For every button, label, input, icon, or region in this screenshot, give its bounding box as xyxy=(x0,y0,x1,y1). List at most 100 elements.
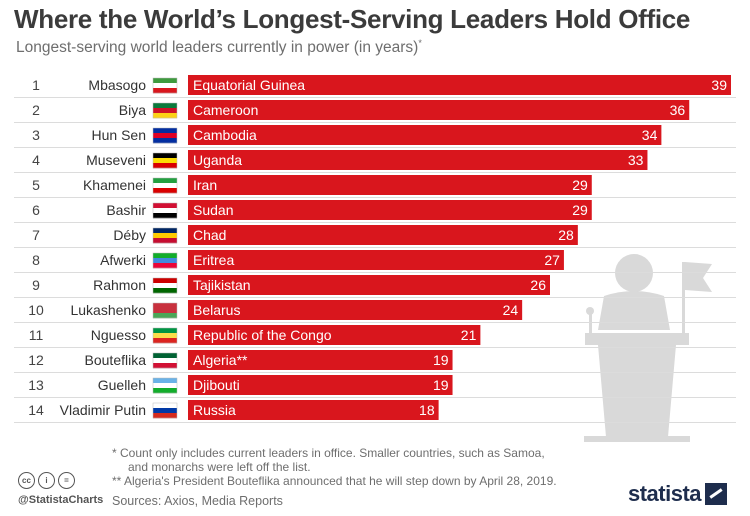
flag-stripe xyxy=(153,358,177,364)
flag-stripe xyxy=(153,138,177,144)
leader-label: Nguesso xyxy=(91,327,146,343)
value-label: 19 xyxy=(433,352,449,368)
rank-label: 5 xyxy=(32,177,40,193)
bar xyxy=(188,275,550,295)
leader-label: Vladimir Putin xyxy=(60,402,146,418)
bar xyxy=(188,100,690,120)
leader-label: Biya xyxy=(119,102,146,118)
flag-icon xyxy=(152,377,178,394)
by-icon[interactable]: i xyxy=(38,472,55,489)
value-label: 28 xyxy=(558,227,574,243)
flag-stripe xyxy=(153,133,177,139)
bar xyxy=(188,75,731,95)
country-label: Tajikistan xyxy=(193,277,251,293)
flag-stripe xyxy=(153,178,177,184)
license-icons: cc i = xyxy=(18,472,75,489)
value-label: 29 xyxy=(572,202,588,218)
country-label: Cameroon xyxy=(193,102,258,118)
flag-icon xyxy=(152,177,178,194)
rank-label: 14 xyxy=(28,402,44,418)
leader-label: Mbasogo xyxy=(88,77,146,93)
flag-icon xyxy=(152,402,178,419)
logo-mark-icon xyxy=(705,483,728,505)
rank-label: 12 xyxy=(28,352,44,368)
country-label: Sudan xyxy=(193,202,233,218)
flag-stripe xyxy=(153,303,177,309)
country-label: Uganda xyxy=(193,152,242,168)
value-label: 21 xyxy=(461,327,477,343)
flag-stripe xyxy=(153,313,177,319)
flag-stripe xyxy=(153,278,177,284)
country-label: Cambodia xyxy=(193,127,257,143)
value-label: 19 xyxy=(433,377,449,393)
leader-label: Déby xyxy=(113,227,146,243)
bar xyxy=(188,250,564,270)
country-label: Eritrea xyxy=(193,252,234,268)
country-label: Algeria** xyxy=(193,352,248,368)
flag-icon xyxy=(152,277,178,294)
leader-label: Rahmon xyxy=(93,277,146,293)
country-label: Chad xyxy=(193,227,226,243)
flag-stripe xyxy=(153,128,177,134)
bar xyxy=(188,350,453,370)
flag-stripe xyxy=(153,408,177,414)
bar xyxy=(188,400,439,420)
country-label: Republic of the Congo xyxy=(193,327,332,343)
bar xyxy=(188,200,592,220)
flag-stripe xyxy=(153,203,177,209)
country-label: Russia xyxy=(193,402,236,418)
value-label: 26 xyxy=(530,277,546,293)
flag-icon xyxy=(152,227,178,244)
statista-logo[interactable]: statista xyxy=(628,481,728,507)
leader-label: Bouteflika xyxy=(85,352,147,368)
flag-icon xyxy=(152,202,178,219)
flag-stripe xyxy=(153,88,177,94)
country-label: Iran xyxy=(193,177,217,193)
value-label: 24 xyxy=(503,302,519,318)
flag-icon xyxy=(152,127,178,144)
chart-title: Where the World’s Longest-Serving Leader… xyxy=(14,4,691,34)
flag-icon xyxy=(152,302,178,319)
leader-label: Bashir xyxy=(106,202,146,218)
flag-stripe xyxy=(153,153,177,159)
sources: Sources: Axios, Media Reports xyxy=(112,494,283,508)
flag-icon xyxy=(152,77,178,94)
rank-label: 9 xyxy=(32,277,40,293)
country-label: Djibouti xyxy=(193,377,240,393)
rank-label: 13 xyxy=(28,377,44,393)
footnote-1: * Count only includes current leaders in… xyxy=(112,446,545,460)
leader-label: Guelleh xyxy=(98,377,146,393)
bar xyxy=(188,175,592,195)
flag-stripe xyxy=(153,208,177,214)
cc-icon[interactable]: cc xyxy=(18,472,35,489)
rank-label: 10 xyxy=(28,302,44,318)
flag-stripe xyxy=(153,388,177,394)
flag-stripe xyxy=(153,288,177,294)
flag-stripe xyxy=(153,83,177,89)
twitter-handle[interactable]: @StatistaCharts xyxy=(18,494,104,506)
chart-subtitle: Longest-serving world leaders currently … xyxy=(16,38,422,57)
flag-stripe xyxy=(153,328,177,334)
flag-stripe xyxy=(153,188,177,194)
country-label: Belarus xyxy=(193,302,240,318)
flag-stripe xyxy=(153,338,177,344)
flag-stripe xyxy=(153,383,177,389)
logo-text: statista xyxy=(628,481,702,506)
bar xyxy=(188,325,481,345)
flag-icon xyxy=(152,327,178,344)
flag-stripe xyxy=(153,333,177,339)
nd-icon[interactable]: = xyxy=(58,472,75,489)
flag-stripe xyxy=(153,103,177,109)
flag-icon xyxy=(152,252,178,269)
rank-label: 1 xyxy=(32,77,40,93)
flag-stripe xyxy=(153,158,177,164)
flag-stripe xyxy=(153,403,177,409)
leader-label: Museveni xyxy=(86,152,146,168)
value-label: 34 xyxy=(642,127,658,143)
leader-label: Afwerki xyxy=(100,252,146,268)
flag-stripe xyxy=(153,113,177,119)
bar xyxy=(188,150,648,170)
value-label: 29 xyxy=(572,177,588,193)
rank-label: 8 xyxy=(32,252,40,268)
